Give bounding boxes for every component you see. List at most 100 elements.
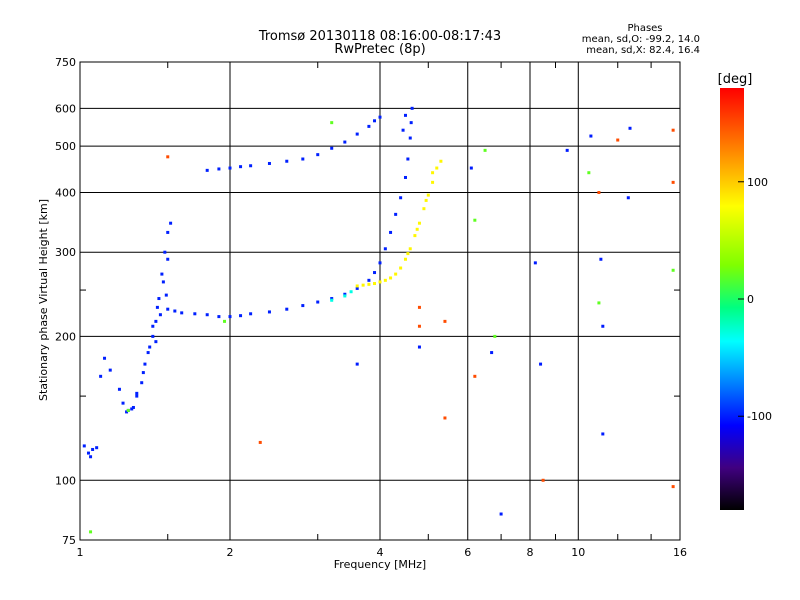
y-tick-label: 600 [55, 102, 76, 115]
echo-point [217, 167, 221, 171]
echo-point [493, 334, 497, 338]
echo-point [82, 444, 86, 448]
echo-point [95, 446, 99, 450]
echo-point [316, 300, 320, 304]
echo-point [217, 315, 221, 319]
echo-point [435, 166, 439, 170]
echo-point [399, 266, 403, 270]
colorbar-ticks: 100 0 -100 [738, 176, 772, 423]
echo-point [103, 356, 107, 360]
echo-point [355, 284, 359, 288]
phases-heading: Phases [627, 23, 662, 34]
echo-point [249, 164, 253, 168]
echo-point [301, 304, 305, 308]
echo-point [330, 146, 334, 150]
echo-point [301, 157, 305, 161]
echo-point [389, 276, 393, 280]
echo-point [223, 319, 227, 323]
y-tick-label: 400 [55, 186, 76, 199]
echo-point [91, 447, 95, 451]
echo-point [499, 512, 503, 516]
echo-point [565, 148, 569, 152]
colorbar-tick-label: 0 [747, 293, 754, 306]
echo-point [378, 115, 382, 119]
echo-point [422, 207, 426, 211]
echo-point [599, 257, 603, 261]
echo-point [125, 410, 129, 414]
x-axis-ticks: 1 2 4 6 8 10 16 [77, 546, 688, 559]
echo-point [378, 261, 382, 265]
y-tick-label: 750 [55, 56, 76, 69]
echo-point [367, 124, 371, 128]
echo-point [130, 407, 134, 411]
echo-point [249, 312, 253, 316]
echo-point [597, 301, 601, 305]
echo-point [143, 362, 147, 366]
x-axis-label: Frequency [MHz] [334, 558, 426, 571]
echo-point [367, 278, 371, 282]
echo-point [373, 119, 377, 123]
echo-point [343, 140, 347, 144]
echo-point [239, 165, 243, 169]
echo-point [431, 180, 435, 184]
echo-point [151, 334, 155, 338]
echo-point [89, 530, 93, 534]
echo-point [671, 485, 675, 489]
echo-point [285, 307, 289, 311]
echo-point [394, 272, 398, 276]
echo-point [330, 297, 334, 301]
echo-point [373, 271, 377, 275]
echo-point [424, 198, 428, 202]
echo-point [180, 311, 184, 315]
echo-point [205, 313, 209, 317]
echo-point [399, 196, 403, 200]
echo-point [205, 168, 209, 172]
echo-point [155, 305, 159, 309]
echo-point [403, 175, 407, 179]
x-tick-label: 16 [673, 546, 687, 559]
echo-point [154, 340, 158, 344]
echo-point [601, 324, 605, 328]
echo-point [135, 391, 139, 395]
echo-point [417, 345, 421, 349]
echo-point [587, 171, 591, 175]
echo-point [601, 432, 605, 436]
echo-point [426, 193, 430, 197]
echo-point [483, 148, 487, 152]
echo-point [131, 405, 135, 409]
x-tick-label: 4 [377, 546, 384, 559]
echo-point [473, 218, 477, 222]
echo-point [330, 121, 334, 125]
echo-point [161, 280, 165, 284]
y-tick-label: 75 [62, 534, 76, 547]
y-axis-ticks: 75 100 200 300 400 500 600 750 [55, 56, 76, 547]
echo-point [473, 374, 477, 378]
echo-point [415, 227, 419, 231]
echo-point [413, 234, 417, 238]
echo-point [408, 136, 412, 140]
colorbar-label: [deg] [718, 72, 753, 87]
echo-point [628, 126, 632, 130]
echo-point [158, 313, 162, 317]
echo-point [343, 294, 347, 298]
phase-colorbar: [deg] 100 0 -100 [718, 72, 772, 510]
echo-point [355, 132, 359, 136]
echo-point [417, 324, 421, 328]
echo-point [671, 180, 675, 184]
x-tick-label: 10 [571, 546, 585, 559]
echo-point [151, 324, 155, 328]
echo-point [401, 128, 405, 132]
echo-point [349, 290, 353, 294]
phases-x-mode: mean, sd,X: 82.4, 16.4 [586, 45, 700, 56]
echo-point [173, 309, 177, 313]
echo-point [490, 351, 494, 355]
echo-point [86, 451, 90, 455]
chart-subtitle: RwPretec (8p) [334, 42, 425, 57]
echo-point [228, 315, 232, 319]
echo-point [355, 286, 359, 290]
echo-point [157, 297, 161, 301]
echo-point [403, 113, 407, 117]
echo-point [239, 314, 243, 318]
echo-point [117, 387, 121, 391]
